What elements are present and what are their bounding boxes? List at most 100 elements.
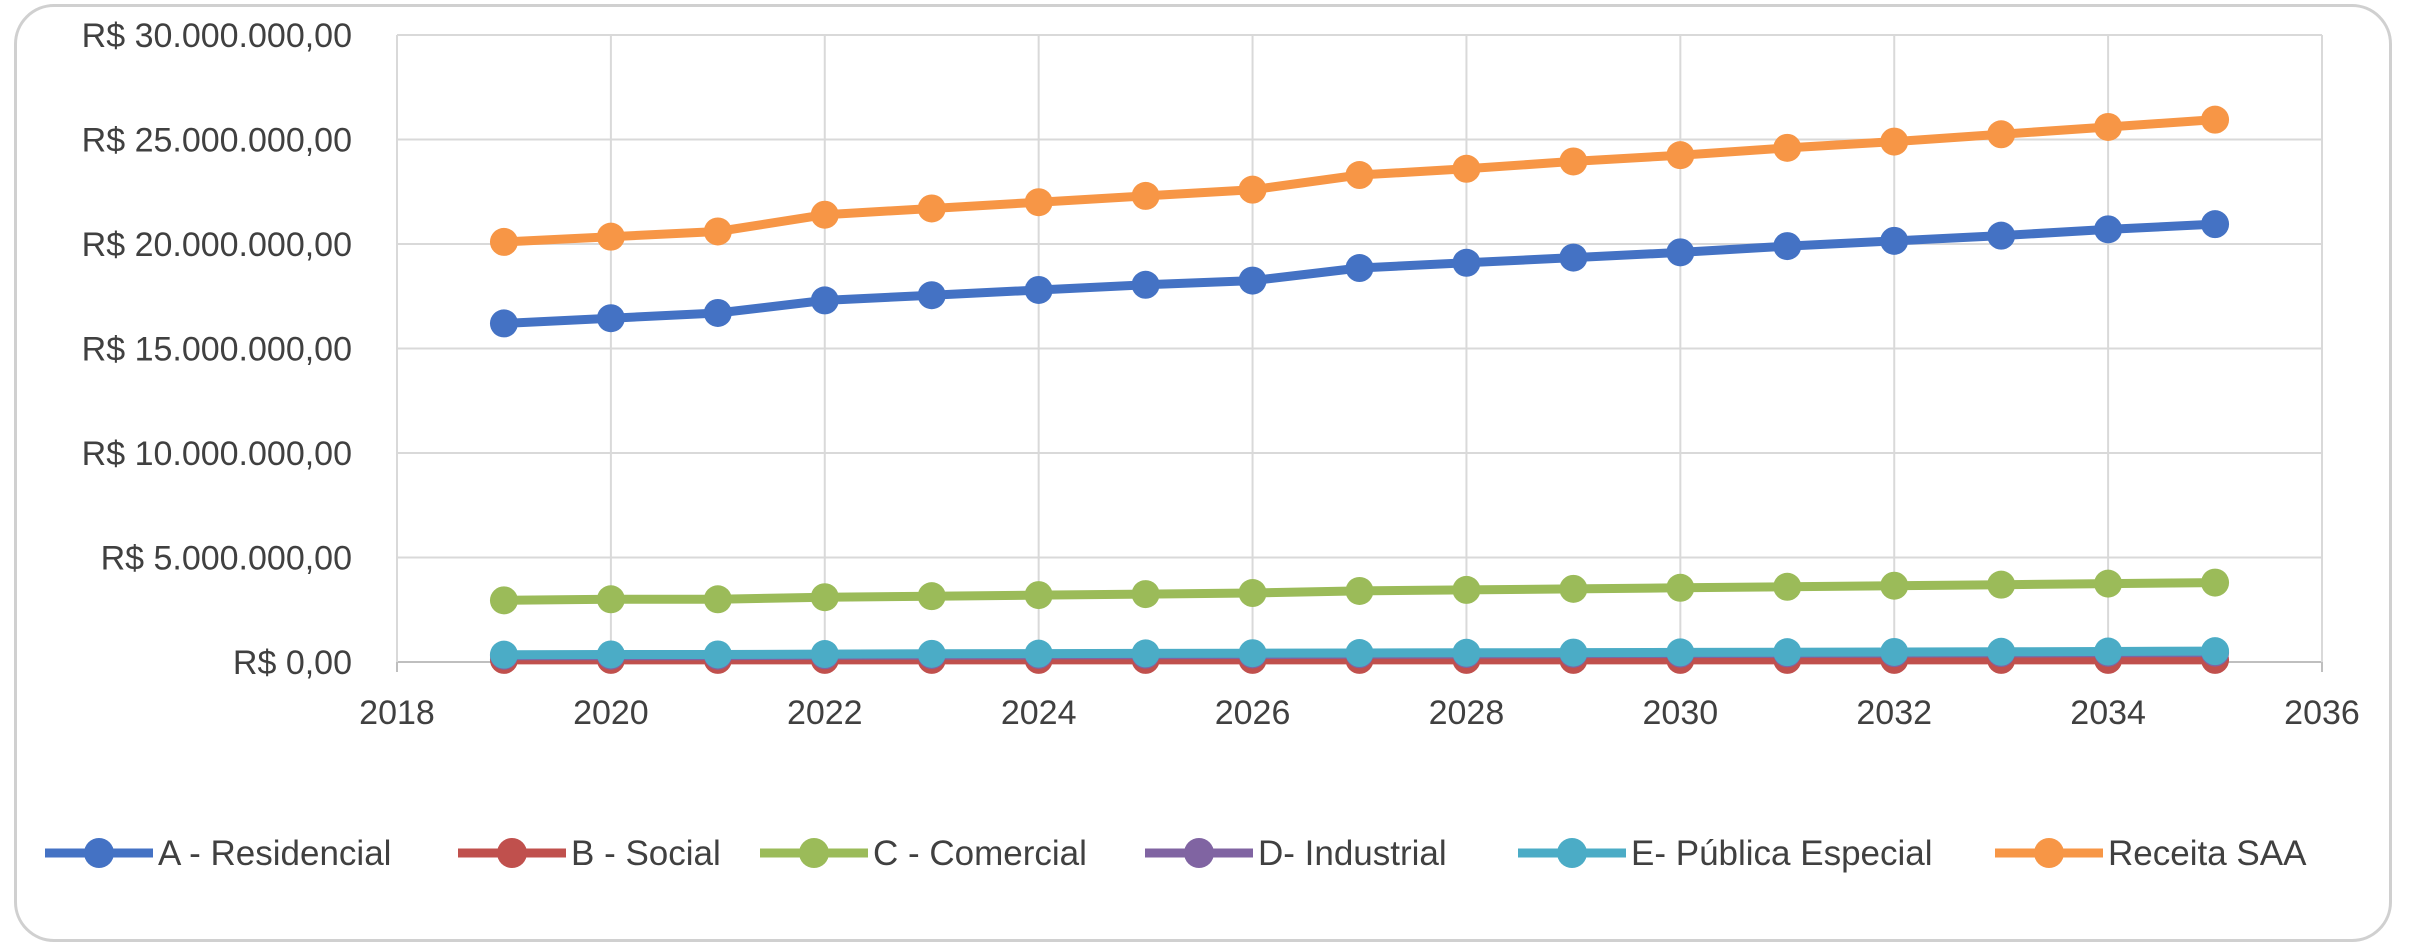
data-point [1345, 254, 1374, 283]
data-point [596, 585, 625, 614]
x-tick-label: 2018 [359, 694, 435, 732]
data-point [1987, 221, 2016, 250]
legend-item-b-social: B - Social [458, 834, 721, 873]
y-tick-label: R$ 20.000.000,00 [82, 226, 352, 264]
x-tick-label: 2026 [1215, 694, 1291, 732]
data-point [1238, 579, 1267, 608]
data-point [703, 217, 732, 246]
data-point [703, 298, 732, 327]
data-point [917, 281, 946, 310]
x-tick-label: 2024 [1001, 694, 1077, 732]
data-point [1131, 639, 1160, 668]
data-point [1666, 638, 1695, 667]
x-tick-label: 2022 [787, 694, 863, 732]
legend-label: A - Residencial [158, 834, 391, 873]
data-point [1987, 637, 2016, 666]
data-point [2201, 637, 2230, 666]
data-point [1345, 576, 1374, 605]
data-point [1024, 188, 1053, 217]
legend-label: E- Pública Especial [1631, 834, 1933, 873]
data-point [2201, 210, 2230, 239]
data-point [1131, 270, 1160, 299]
data-point [1345, 639, 1374, 668]
data-point [489, 227, 518, 256]
x-tick-label: 2032 [1856, 694, 1932, 732]
data-point [1987, 570, 2016, 599]
data-point [489, 640, 518, 669]
data-point [1880, 637, 1909, 666]
data-point [917, 194, 946, 223]
legend-marker [497, 838, 527, 868]
x-tick-label: 2030 [1643, 694, 1719, 732]
data-point [1024, 275, 1053, 304]
x-tick-label: 2020 [573, 694, 649, 732]
legend-marker [1184, 838, 1214, 868]
data-point [1238, 175, 1267, 204]
legend-label: Receita SAA [2108, 834, 2307, 873]
data-point [1238, 266, 1267, 295]
data-point [1452, 154, 1481, 183]
data-point [2094, 215, 2123, 244]
data-point [1559, 147, 1588, 176]
data-point [1880, 571, 1909, 600]
legend-label: C - Comercial [873, 834, 1087, 873]
data-point [1773, 133, 1802, 162]
legend-marker [2034, 838, 2064, 868]
legend-label: D- Industrial [1258, 834, 1447, 873]
legend-marker [1557, 838, 1587, 868]
data-point [2201, 568, 2230, 597]
data-point [1880, 127, 1909, 156]
legend-label: B - Social [571, 834, 721, 873]
data-point [1666, 141, 1695, 170]
data-point [917, 582, 946, 611]
series-e-publica-especial [489, 637, 2230, 669]
data-point [2094, 637, 2123, 666]
data-point [1559, 638, 1588, 667]
y-tick-label: R$ 10.000.000,00 [82, 435, 352, 473]
data-point [810, 286, 839, 315]
data-point [489, 586, 518, 615]
data-point [1452, 575, 1481, 604]
y-tick-label: R$ 5.000.000,00 [101, 540, 352, 578]
data-point [917, 639, 946, 668]
legend-item-receita-saa: Receita SAA [1995, 834, 2307, 873]
data-point [2094, 569, 2123, 598]
x-tick-label: 2028 [1429, 694, 1505, 732]
legend-item-a-residencial: A - Residencial [45, 834, 391, 873]
data-point [1773, 572, 1802, 601]
data-point [1559, 243, 1588, 272]
data-point [1452, 638, 1481, 667]
data-point [1666, 573, 1695, 602]
data-point [1773, 638, 1802, 667]
data-point [1238, 639, 1267, 668]
y-tick-label: R$ 15.000.000,00 [82, 331, 352, 369]
data-point [596, 222, 625, 251]
legend-item-e-publica-especial: E- Pública Especial [1518, 834, 1933, 873]
y-tick-label: R$ 30.000.000,00 [82, 17, 352, 55]
chart-frame [14, 4, 2392, 942]
legend-marker [84, 838, 114, 868]
x-tick-label: 2034 [2070, 694, 2146, 732]
data-point [1987, 120, 2016, 149]
plot-area [489, 105, 2230, 674]
legend-marker [799, 838, 829, 868]
data-point [1666, 238, 1695, 267]
data-point [703, 585, 732, 614]
series-c-comercial [489, 568, 2230, 615]
series-receita-saa [489, 105, 2230, 256]
data-point [1345, 161, 1374, 190]
legend-item-c-comercial: C - Comercial [760, 834, 1087, 873]
x-tick-label: 2036 [2284, 694, 2360, 732]
data-point [703, 640, 732, 669]
data-point [1559, 574, 1588, 603]
data-point [2201, 105, 2230, 134]
legend: A - Residencial B - Social C - Comercial D-… [45, 834, 2307, 873]
data-point [1880, 226, 1909, 255]
data-point [2094, 112, 2123, 141]
data-point [810, 583, 839, 612]
series-a-residencial [489, 210, 2230, 338]
y-tick-label: R$ 25.000.000,00 [82, 122, 352, 160]
data-point [1452, 248, 1481, 277]
data-point [596, 304, 625, 333]
